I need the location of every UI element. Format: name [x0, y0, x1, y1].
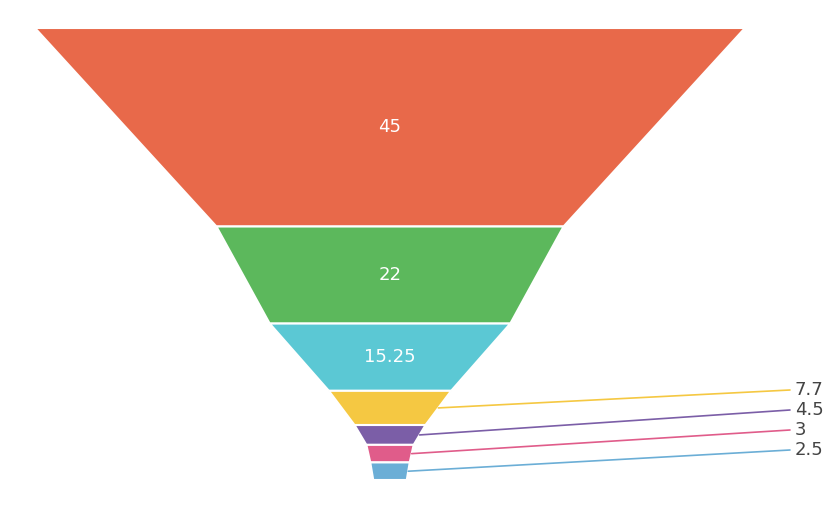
- Text: 3: 3: [795, 421, 807, 439]
- Text: 7.75: 7.75: [795, 381, 823, 399]
- Polygon shape: [270, 324, 510, 391]
- Text: 4.5: 4.5: [795, 401, 823, 419]
- Text: 2.5: 2.5: [795, 441, 823, 459]
- Polygon shape: [366, 445, 414, 463]
- Polygon shape: [370, 463, 410, 480]
- Text: 22: 22: [379, 266, 402, 284]
- Polygon shape: [35, 28, 745, 227]
- Text: 15.25: 15.25: [365, 348, 416, 366]
- Text: 45: 45: [379, 118, 402, 136]
- Polygon shape: [355, 425, 425, 445]
- Polygon shape: [216, 227, 564, 324]
- Polygon shape: [329, 391, 451, 425]
